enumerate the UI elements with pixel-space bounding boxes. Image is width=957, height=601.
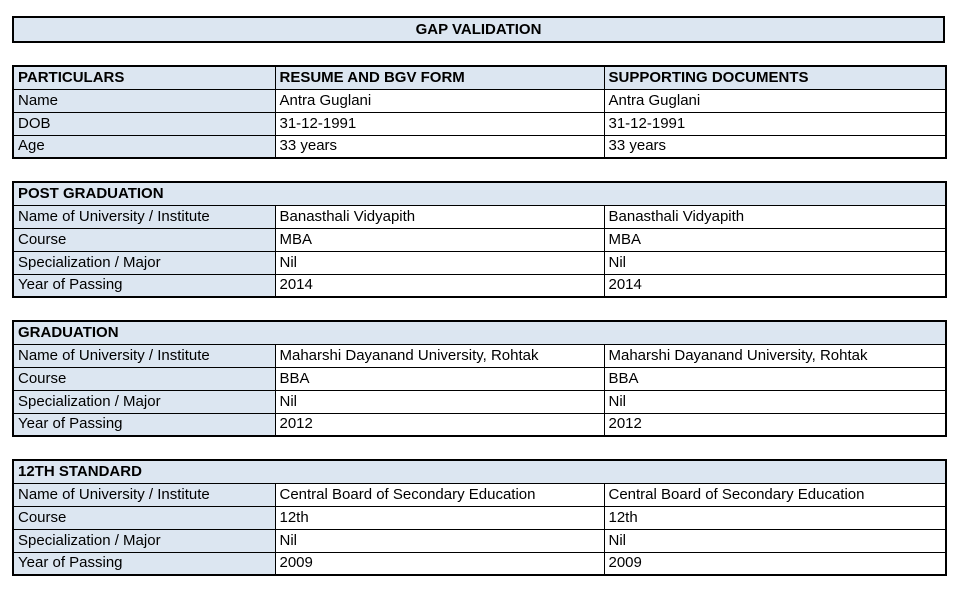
table-row-year-of-passing: Year of Passing 2014 2014 (12, 273, 947, 298)
resume-value-cell: MBA (274, 227, 605, 252)
resume-value-cell: Nil (274, 250, 605, 275)
section-title-cell: 12TH STANDARD (12, 459, 947, 484)
supporting-value-cell: Nil (603, 528, 947, 553)
resume-value-cell: Nil (274, 528, 605, 553)
resume-value-cell: Maharshi Dayanand University, Rohtak (274, 343, 605, 368)
supporting-value-cell: 33 years (603, 134, 947, 159)
particulars-header-row: PARTICULARS RESUME AND BGV FORM SUPPORTI… (12, 65, 947, 90)
resume-value-cell: 31-12-1991 (274, 111, 605, 136)
document-title: GAP VALIDATION (12, 16, 945, 43)
table-row-dob: DOB 31-12-1991 31-12-1991 (12, 111, 947, 136)
row-label-cell: Name of University / Institute (12, 343, 276, 368)
supporting-value-cell: BBA (603, 366, 947, 391)
resume-value-cell: 2012 (274, 412, 605, 437)
row-label-cell: Specialization / Major (12, 389, 276, 414)
row-label-cell: Specialization / Major (12, 528, 276, 553)
resume-value-cell: BBA (274, 366, 605, 391)
section-header-row: GRADUATION (12, 320, 947, 345)
table-row-age: Age 33 years 33 years (12, 134, 947, 159)
section-title-cell: POST GRADUATION (12, 181, 947, 206)
row-label-cell: DOB (12, 111, 276, 136)
resume-value-cell: 12th (274, 505, 605, 530)
table-row-specialization: Specialization / Major Nil Nil (12, 528, 947, 553)
supporting-value-cell: Nil (603, 389, 947, 414)
column-header-resume-bgv: RESUME AND BGV FORM (274, 65, 605, 90)
resume-value-cell: 2014 (274, 273, 605, 298)
supporting-value-cell: MBA (603, 227, 947, 252)
resume-value-cell: Nil (274, 389, 605, 414)
table-row-course: Course BBA BBA (12, 366, 947, 391)
row-label-cell: Course (12, 366, 276, 391)
supporting-value-cell: 2014 (603, 273, 947, 298)
resume-value-cell: Antra Guglani (274, 88, 605, 113)
particulars-table: PARTICULARS RESUME AND BGV FORM SUPPORTI… (12, 65, 947, 159)
gap-validation-document: GAP VALIDATION PARTICULARS RESUME AND BG… (12, 16, 948, 576)
row-label-cell: Specialization / Major (12, 250, 276, 275)
row-label-cell: Name (12, 88, 276, 113)
resume-value-cell: 33 years (274, 134, 605, 159)
table-row-university: Name of University / Institute Central B… (12, 482, 947, 507)
row-label-cell: Age (12, 134, 276, 159)
resume-value-cell: Banasthali Vidyapith (274, 204, 605, 229)
section-header-row: POST GRADUATION (12, 181, 947, 206)
table-row-specialization: Specialization / Major Nil Nil (12, 250, 947, 275)
supporting-value-cell: 12th (603, 505, 947, 530)
supporting-value-cell: Antra Guglani (603, 88, 947, 113)
twelfth-standard-table: 12TH STANDARD Name of University / Insti… (12, 459, 948, 576)
resume-value-cell: 2009 (274, 551, 605, 576)
table-row-specialization: Specialization / Major Nil Nil (12, 389, 947, 414)
column-header-supporting-documents: SUPPORTING DOCUMENTS (603, 65, 947, 90)
row-label-cell: Course (12, 227, 276, 252)
row-label-cell: Year of Passing (12, 551, 276, 576)
row-label-cell: Year of Passing (12, 273, 276, 298)
supporting-value-cell: Nil (603, 250, 947, 275)
supporting-value-cell: Central Board of Secondary Education (603, 482, 947, 507)
section-header-row: 12TH STANDARD (12, 459, 947, 484)
column-header-particulars: PARTICULARS (12, 65, 276, 90)
table-row-course: Course 12th 12th (12, 505, 947, 530)
row-label-cell: Name of University / Institute (12, 482, 276, 507)
table-row-university: Name of University / Institute Banasthal… (12, 204, 947, 229)
row-label-cell: Year of Passing (12, 412, 276, 437)
row-label-cell: Course (12, 505, 276, 530)
supporting-value-cell: 2009 (603, 551, 947, 576)
post-graduation-table: POST GRADUATION Name of University / Ins… (12, 181, 948, 298)
resume-value-cell: Central Board of Secondary Education (274, 482, 605, 507)
graduation-table: GRADUATION Name of University / Institut… (12, 320, 948, 437)
table-row-course: Course MBA MBA (12, 227, 947, 252)
supporting-value-cell: Banasthali Vidyapith (603, 204, 947, 229)
section-title-cell: GRADUATION (12, 320, 947, 345)
supporting-value-cell: Maharshi Dayanand University, Rohtak (603, 343, 947, 368)
row-label-cell: Name of University / Institute (12, 204, 276, 229)
table-row-year-of-passing: Year of Passing 2009 2009 (12, 551, 947, 576)
table-row-university: Name of University / Institute Maharshi … (12, 343, 947, 368)
supporting-value-cell: 2012 (603, 412, 947, 437)
supporting-value-cell: 31-12-1991 (603, 111, 947, 136)
table-row-name: Name Antra Guglani Antra Guglani (12, 88, 947, 113)
table-row-year-of-passing: Year of Passing 2012 2012 (12, 412, 947, 437)
